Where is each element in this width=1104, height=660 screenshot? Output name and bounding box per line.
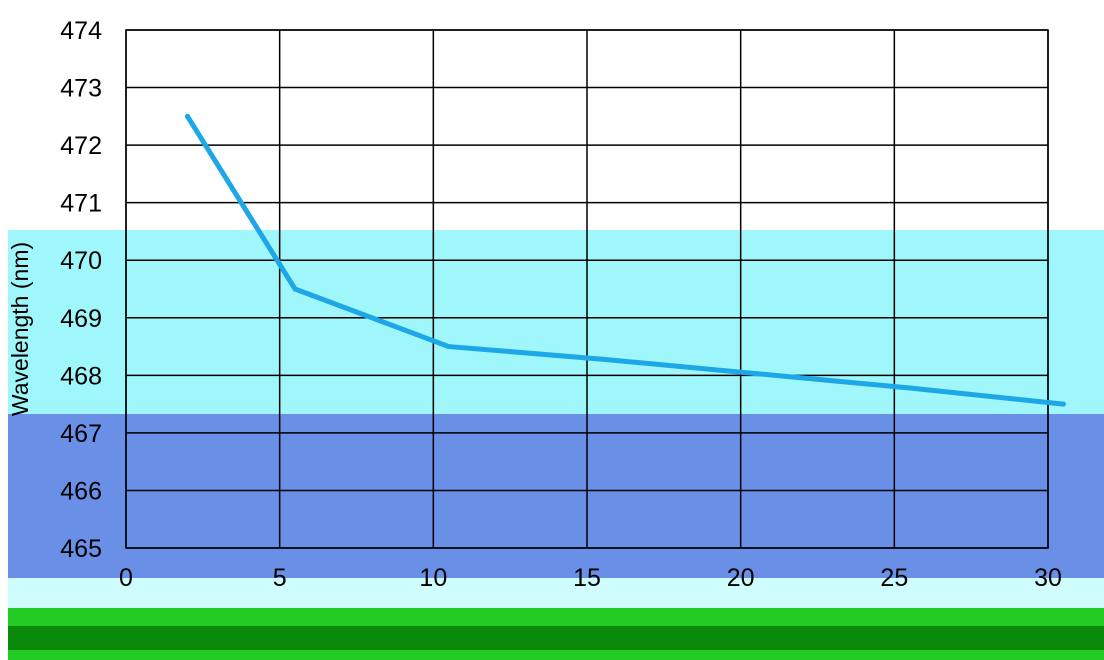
y-axis-label: Wavelength (nm): [7, 242, 33, 416]
x-tick-label: 25: [880, 564, 908, 592]
dark-green-stripe: [8, 626, 1104, 650]
x-tick-label: 0: [119, 564, 133, 592]
plot-area: [125, 29, 1049, 549]
data-point: [184, 113, 190, 119]
y-tick-label: 471: [60, 190, 102, 218]
x-ticks: 0 5 10 15 20 25 30: [119, 564, 1062, 592]
y-tick-label: 466: [60, 477, 102, 505]
data-point: [907, 385, 913, 391]
light-cyan-band: [8, 578, 1104, 608]
series: [184, 113, 1066, 407]
x-tick-label: 20: [727, 564, 755, 592]
data-point: [292, 286, 298, 292]
y-tick-label: 468: [60, 362, 102, 390]
x-tick-label: 15: [573, 564, 601, 592]
data-point: [1060, 401, 1066, 407]
blue-band: [8, 414, 1104, 578]
x-tick-label: 5: [273, 564, 287, 592]
grid: [125, 29, 1049, 549]
y-tick-label: 472: [60, 132, 102, 160]
y-tick-label: 470: [60, 247, 102, 275]
x-tick-label: 10: [419, 564, 447, 592]
y-tick-label: 467: [60, 420, 102, 448]
data-point: [599, 356, 605, 362]
y-ticks: 465 466 467 468 469 470 471 472 473 474: [60, 17, 102, 563]
x-tick-label: 30: [1034, 564, 1062, 592]
y-tick-label: 474: [60, 17, 102, 45]
y-tick-label: 473: [60, 75, 102, 103]
data-point: [446, 344, 452, 350]
y-tick-label: 469: [60, 305, 102, 333]
data-point: [753, 371, 759, 377]
y-tick-label: 465: [60, 535, 102, 563]
